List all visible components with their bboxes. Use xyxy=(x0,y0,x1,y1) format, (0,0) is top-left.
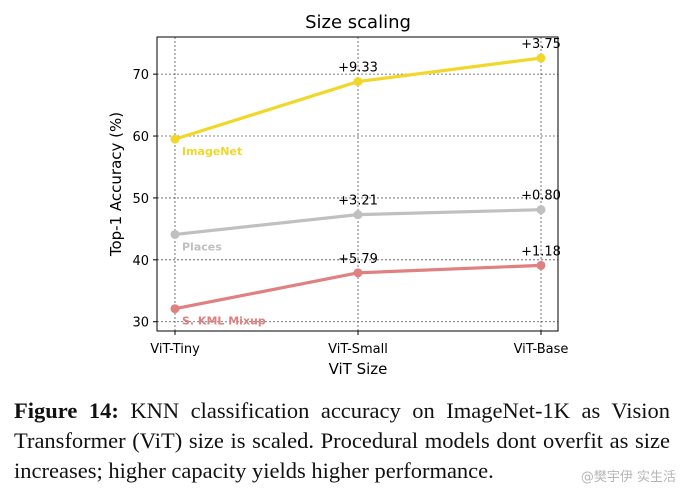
data-label: +9.33 xyxy=(338,61,378,76)
series-imagenet: +9.33 +3.75 ImageNet xyxy=(170,37,561,158)
series-label: S. KML Mixup xyxy=(182,315,266,328)
figure-label: Figure 14: xyxy=(14,398,119,423)
x-tick-label: ViT-Tiny xyxy=(150,342,200,357)
data-point xyxy=(536,205,546,215)
y-tick-label: 50 xyxy=(132,192,149,207)
y-tick-label: 30 xyxy=(132,316,149,331)
figure-caption: Figure 14: KNN classification accuracy o… xyxy=(14,396,670,486)
x-tick-label: ViT-Small xyxy=(328,342,388,357)
series-places: +3.21 +0.80 Places xyxy=(170,189,561,253)
data-point xyxy=(353,210,363,220)
chart-figure: Size scaling 30 40 50 60 70 ViT-Tiny ViT-Small… xyxy=(107,12,568,378)
x-tick-label: ViT-Base xyxy=(514,342,569,357)
caption-text: KNN classification accuracy on ImageNet-… xyxy=(14,398,670,483)
data-label: +1.18 xyxy=(521,244,561,259)
y-axis-label: Top-1 Accuracy (%) xyxy=(107,112,125,257)
y-tick-label: 40 xyxy=(132,254,149,269)
watermark: @樊宇伊 实生活 xyxy=(580,470,676,485)
y-tick-label: 60 xyxy=(132,130,149,145)
data-point xyxy=(536,260,546,270)
tick-layer: 30 40 50 60 70 ViT-Tiny ViT-Small ViT-Base xyxy=(132,68,568,357)
series-label: ImageNet xyxy=(182,145,242,158)
data-point xyxy=(353,77,363,87)
data-point xyxy=(170,229,180,239)
data-label: +0.80 xyxy=(521,189,561,204)
data-label: +3.21 xyxy=(338,194,378,209)
data-point xyxy=(170,134,180,144)
y-tick-label: 70 xyxy=(132,68,149,83)
data-label: +5.79 xyxy=(338,252,378,267)
data-point xyxy=(353,268,363,278)
series-s-kml-mixup: +5.79 +1.18 S. KML Mixup xyxy=(170,244,561,328)
x-axis-label: ViT Size xyxy=(329,360,388,378)
series-label: Places xyxy=(182,240,222,253)
data-point xyxy=(170,304,180,314)
chart-title: Size scaling xyxy=(305,12,411,33)
data-label: +3.75 xyxy=(521,37,561,52)
data-point xyxy=(536,53,546,63)
